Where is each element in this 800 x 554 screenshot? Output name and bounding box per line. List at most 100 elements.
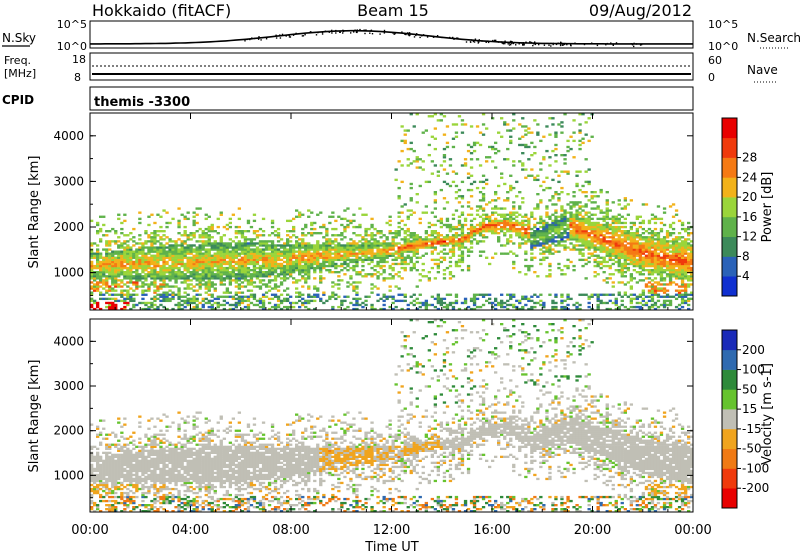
power-cell bbox=[334, 250, 338, 253]
power-cell bbox=[192, 244, 196, 247]
power-cell bbox=[436, 238, 441, 241]
power-cell bbox=[210, 277, 214, 280]
power-cell bbox=[222, 295, 227, 298]
power-cell bbox=[307, 307, 311, 311]
power-cell bbox=[551, 299, 555, 303]
power-cell bbox=[105, 301, 109, 305]
power-cell bbox=[554, 215, 558, 218]
power-cell bbox=[183, 234, 187, 237]
power-cell bbox=[219, 262, 223, 266]
nsearch-point bbox=[342, 32, 344, 34]
power-cell bbox=[99, 262, 103, 266]
power-cell bbox=[611, 230, 615, 233]
power-cell bbox=[204, 242, 208, 245]
power-cell bbox=[213, 258, 217, 262]
power-cell bbox=[632, 236, 637, 239]
power-cell bbox=[174, 250, 178, 253]
power-cell bbox=[337, 283, 341, 286]
power-cell bbox=[644, 269, 649, 272]
power-cell bbox=[509, 215, 513, 218]
power-cell bbox=[629, 199, 634, 202]
power-cell bbox=[183, 281, 187, 284]
power-cell bbox=[668, 303, 673, 307]
power-cell bbox=[518, 191, 522, 194]
power-cell bbox=[421, 244, 425, 247]
power-cell bbox=[165, 293, 169, 296]
power-cell bbox=[123, 234, 127, 237]
power-cell bbox=[554, 301, 558, 305]
power-cell bbox=[406, 262, 410, 266]
power-cell bbox=[391, 246, 395, 249]
power-cell bbox=[566, 266, 570, 270]
power-cell bbox=[279, 283, 284, 286]
power-cell bbox=[662, 299, 667, 303]
power-cell bbox=[210, 271, 214, 274]
power-cell bbox=[611, 244, 615, 247]
nsearch-point bbox=[610, 42, 612, 44]
power-cell bbox=[451, 213, 456, 216]
power-cell bbox=[373, 307, 377, 311]
nsearch-point bbox=[407, 32, 409, 34]
power-cell bbox=[132, 289, 136, 292]
power-cell bbox=[635, 246, 640, 249]
power-cell bbox=[472, 293, 477, 296]
power-cell bbox=[189, 258, 193, 262]
power-cell bbox=[168, 269, 172, 272]
power-cell bbox=[370, 246, 374, 249]
nsearch-point bbox=[570, 44, 572, 46]
power-cell bbox=[478, 227, 483, 231]
power-cell bbox=[316, 246, 320, 249]
power-cell bbox=[168, 248, 172, 251]
power-cell bbox=[554, 223, 558, 227]
power-cell bbox=[497, 238, 501, 241]
power-cell bbox=[421, 242, 425, 245]
power-cell bbox=[243, 273, 248, 276]
power-cell bbox=[439, 244, 444, 247]
power-cell bbox=[623, 230, 628, 233]
power-cell bbox=[638, 307, 643, 311]
power-cell bbox=[509, 184, 513, 188]
power-cell bbox=[560, 154, 564, 157]
power-cell bbox=[506, 123, 510, 126]
power-cell bbox=[671, 281, 676, 284]
nsearch-point bbox=[369, 32, 371, 34]
power-cell bbox=[596, 262, 600, 266]
power-cell bbox=[234, 232, 239, 235]
power-cell bbox=[539, 139, 543, 143]
power-cell bbox=[611, 225, 615, 229]
power-cell bbox=[334, 227, 338, 231]
cpid-panel bbox=[89, 86, 694, 111]
power-cell bbox=[222, 246, 227, 249]
power-cell bbox=[301, 258, 305, 262]
power-cell bbox=[635, 217, 640, 221]
power-cell bbox=[632, 252, 637, 255]
power-cell bbox=[120, 271, 124, 274]
power-cell bbox=[481, 223, 486, 227]
power-cell bbox=[364, 227, 368, 231]
power-cell bbox=[237, 260, 242, 264]
power-cell bbox=[298, 291, 302, 294]
power-cell bbox=[355, 246, 359, 249]
power-cell bbox=[385, 297, 389, 301]
power-cell bbox=[135, 264, 139, 268]
power-cell bbox=[168, 254, 172, 257]
power-cell bbox=[569, 217, 573, 221]
power-cell bbox=[313, 250, 317, 253]
power-cell bbox=[243, 275, 248, 278]
power-cell bbox=[605, 201, 609, 204]
power-cell bbox=[180, 250, 184, 253]
power-cell bbox=[111, 252, 115, 255]
power-cell bbox=[403, 141, 407, 145]
power-cell bbox=[240, 230, 245, 233]
power-cell bbox=[472, 238, 477, 241]
power-cell bbox=[659, 260, 664, 264]
power-cell bbox=[307, 273, 311, 276]
power-cell bbox=[270, 244, 275, 247]
power-cell bbox=[466, 236, 471, 239]
power-cell bbox=[442, 301, 447, 305]
power-cell bbox=[283, 279, 287, 282]
power-cell bbox=[105, 266, 109, 270]
power-cell bbox=[430, 250, 435, 253]
power-cell bbox=[521, 305, 525, 309]
power-cell bbox=[602, 271, 606, 274]
